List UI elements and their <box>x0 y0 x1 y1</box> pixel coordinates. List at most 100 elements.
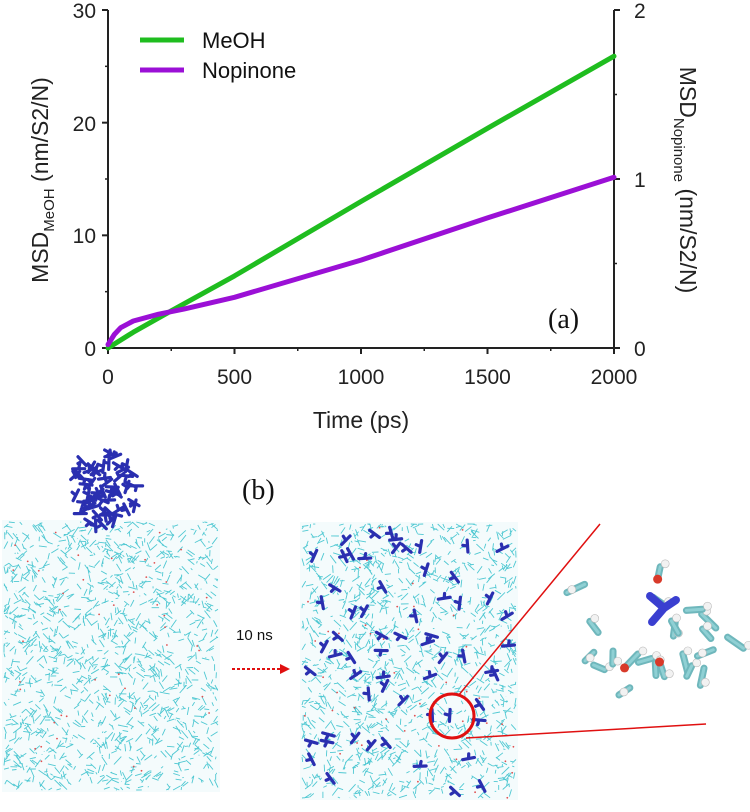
oxygen-atom <box>654 657 664 667</box>
nopinone-molecule <box>331 630 344 642</box>
nopinone-molecule <box>461 538 470 554</box>
x-tick-label: 1500 <box>464 366 511 389</box>
nopinone-molecule <box>86 500 102 511</box>
oxygen-atom <box>164 626 167 628</box>
nopinone-molecule <box>108 511 124 521</box>
panel-label-b: (b) <box>242 475 275 506</box>
oxygen-atom <box>19 681 21 683</box>
nopinone-molecule <box>347 605 358 620</box>
hydrogen-atom <box>698 648 707 658</box>
nopinone-molecule <box>412 759 428 768</box>
oxygen-atom <box>378 526 381 529</box>
hydrogen-atom <box>585 653 595 663</box>
oxygen-atom <box>59 608 61 611</box>
nopinone-molecule <box>393 631 408 642</box>
nopinone-molecule <box>375 670 391 680</box>
oxygen-atom <box>353 706 356 709</box>
arrow-time-label: 10 ns <box>236 627 273 644</box>
oxygen-atom <box>134 707 136 709</box>
y-right-tick-label: 0 <box>634 338 646 361</box>
nopinone-molecule <box>390 541 402 555</box>
hydrogen-atom <box>692 658 702 668</box>
nopinone-molecule <box>120 458 130 474</box>
y-left-tick-label: 0 <box>84 338 96 361</box>
dispersed-nopinone <box>303 525 517 798</box>
oxygen-atom <box>40 760 43 763</box>
hydrogen-atom <box>567 585 577 594</box>
nopinone-molecule <box>362 686 371 702</box>
oxygen-atom <box>53 721 56 724</box>
legend-label-nopinone: Nopinone <box>202 58 296 83</box>
oxygen-atom <box>478 697 481 699</box>
nopinone-molecule <box>82 486 92 502</box>
oxygen-atom <box>205 596 208 599</box>
nopinone-molecule <box>461 752 477 762</box>
oxygen-atom <box>474 791 476 794</box>
oxygen-atom <box>196 645 199 647</box>
oxygen-atom <box>158 531 161 534</box>
nopinone-molecule <box>324 771 336 785</box>
solvation-shell-zoom <box>563 559 750 699</box>
y-left-tick-label: 30 <box>73 0 96 23</box>
oxygen-atom <box>54 531 57 534</box>
nopinone-molecule <box>359 604 369 619</box>
methanol-stick-highlight <box>726 635 745 650</box>
y-right-axis-label: MSDNopinone (nm/S2/N) <box>670 67 701 294</box>
nopinone-molecule <box>473 697 486 711</box>
series-line-nopinone <box>105 174 617 348</box>
oxygen-atom <box>37 569 40 572</box>
highlight-circle <box>428 692 476 740</box>
zoom-line-top <box>457 523 601 697</box>
oxygen-atom <box>145 576 148 578</box>
methanol-stick-highlight <box>592 663 607 672</box>
oxygen-atom <box>419 702 421 705</box>
oxygen-atom <box>110 557 113 560</box>
nopinone-molecule <box>71 462 87 471</box>
oxygen-atom <box>153 562 156 564</box>
oxygen-atom <box>455 758 458 761</box>
nopinone-molecule <box>76 455 88 468</box>
nopinone-molecule <box>349 731 361 745</box>
msd-plot: 0 10 20 30 0 1 2 0 500 1000 1500 2000 Ti… <box>27 0 701 433</box>
nopinone-molecule <box>488 667 500 682</box>
oxygen-atom <box>339 752 341 755</box>
oxygen-atom <box>501 723 503 726</box>
methanol-bonds <box>3 521 219 791</box>
nopinone-molecule <box>420 562 430 577</box>
oxygen-atom <box>413 605 415 608</box>
oxygen-atom <box>461 529 464 531</box>
methanol-bonds <box>301 523 517 799</box>
x-tick-label: 500 <box>217 366 252 389</box>
nopinone-molecule <box>308 548 319 563</box>
nopinone-molecule <box>457 648 467 664</box>
nopinone-molecule <box>86 476 97 490</box>
oxygen-atom <box>504 760 507 763</box>
nopinone-molecule <box>91 509 104 522</box>
nopinone-molecule <box>82 494 98 503</box>
nopinone-molecule <box>436 591 452 601</box>
nopinone-center-molecule <box>646 592 680 626</box>
nopinone-molecule <box>500 639 517 648</box>
nopinone-molecule <box>95 496 110 506</box>
snapshot-initial <box>2 448 220 792</box>
oxygen-atom <box>445 681 448 684</box>
nopinone-molecule <box>495 542 510 553</box>
oxygen-atom <box>198 649 201 652</box>
nopinone-molecule <box>379 678 390 693</box>
nopinone-molecule <box>102 455 111 471</box>
nopinone-molecule <box>328 583 342 593</box>
oxygen-atom <box>165 581 168 583</box>
methanol-stick-highlight <box>701 627 713 641</box>
oxygen-atom <box>108 694 111 697</box>
nopinone-molecule <box>315 595 325 611</box>
nopinone-molecule <box>373 648 389 657</box>
hydrogen-atom <box>744 640 750 650</box>
y-left-tick-label: 10 <box>73 225 96 248</box>
nopinone-molecule <box>349 668 363 681</box>
nopinone-molecule <box>414 538 424 555</box>
nopinone-molecule <box>344 547 356 561</box>
oxygen-atom <box>77 554 80 557</box>
nopinone-molecule <box>380 736 392 750</box>
nopinone-molecule <box>72 507 88 516</box>
oxygen-atom <box>124 687 126 690</box>
